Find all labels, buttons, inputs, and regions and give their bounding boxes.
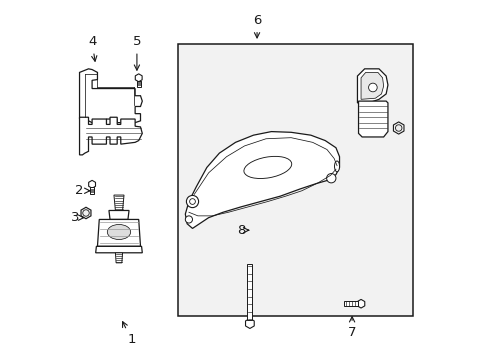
Circle shape — [326, 174, 335, 183]
Polygon shape — [90, 187, 94, 194]
Text: 4: 4 — [88, 35, 97, 61]
Circle shape — [368, 83, 376, 92]
Polygon shape — [357, 300, 364, 308]
Text: 5: 5 — [132, 35, 141, 70]
Text: 1: 1 — [122, 322, 136, 346]
Polygon shape — [393, 122, 403, 134]
Polygon shape — [344, 301, 357, 306]
Polygon shape — [360, 72, 383, 99]
Text: 2: 2 — [74, 184, 90, 197]
Text: 6: 6 — [252, 14, 261, 38]
Polygon shape — [81, 207, 91, 219]
Circle shape — [186, 195, 198, 208]
Circle shape — [395, 125, 401, 131]
Ellipse shape — [244, 156, 291, 179]
Ellipse shape — [107, 225, 130, 239]
Polygon shape — [245, 319, 254, 328]
Polygon shape — [185, 132, 339, 228]
Polygon shape — [247, 264, 252, 320]
Polygon shape — [88, 180, 95, 188]
Polygon shape — [80, 117, 142, 155]
Polygon shape — [135, 74, 142, 82]
Polygon shape — [97, 220, 140, 246]
Ellipse shape — [334, 161, 339, 172]
Polygon shape — [115, 253, 122, 263]
Polygon shape — [357, 69, 387, 103]
Polygon shape — [358, 101, 387, 137]
Text: 7: 7 — [347, 317, 356, 339]
Text: 8: 8 — [236, 224, 248, 237]
Polygon shape — [136, 81, 141, 87]
Polygon shape — [114, 195, 124, 211]
Bar — [178, 44, 412, 316]
Text: 3: 3 — [71, 211, 83, 224]
Circle shape — [82, 210, 89, 216]
Polygon shape — [109, 211, 129, 220]
Circle shape — [185, 216, 192, 223]
Polygon shape — [96, 246, 142, 253]
Polygon shape — [80, 69, 142, 123]
